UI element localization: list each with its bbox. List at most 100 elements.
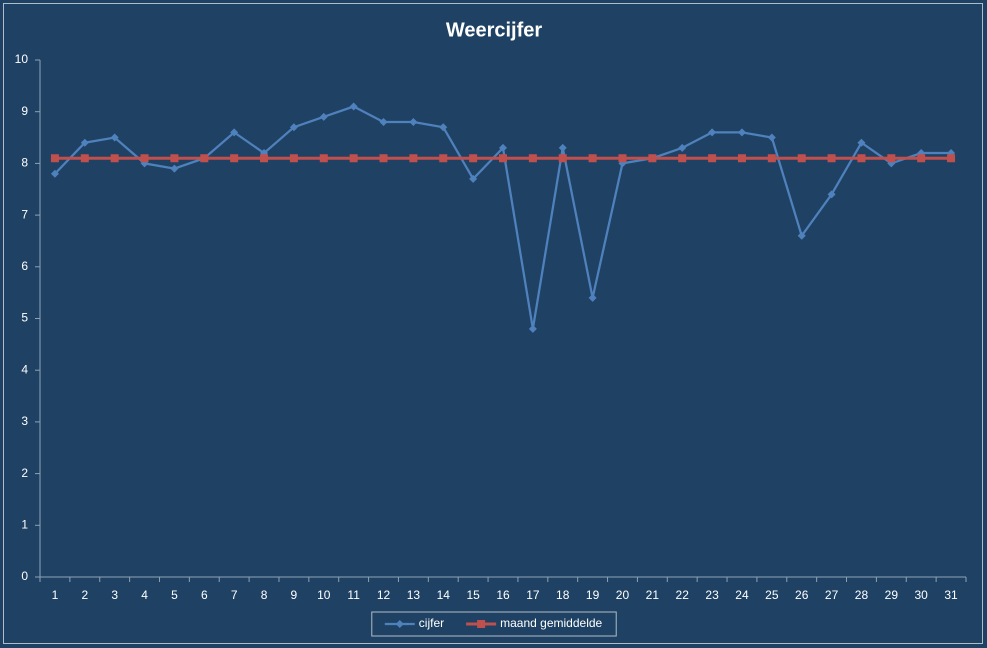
x-tick-label: 7 bbox=[231, 588, 238, 602]
x-tick-label: 30 bbox=[915, 588, 929, 602]
marker bbox=[767, 154, 776, 163]
x-tick-label: 11 bbox=[347, 588, 360, 602]
marker bbox=[379, 118, 388, 127]
x-tick-label: 4 bbox=[141, 588, 148, 602]
x-tick-label: 18 bbox=[556, 588, 570, 602]
y-tick-label: 5 bbox=[21, 311, 28, 325]
marker bbox=[170, 164, 179, 173]
marker bbox=[409, 154, 418, 163]
marker bbox=[477, 620, 486, 628]
x-tick-label: 16 bbox=[496, 588, 510, 602]
y-tick-label: 3 bbox=[21, 414, 28, 428]
marker bbox=[737, 154, 746, 163]
marker bbox=[917, 154, 926, 163]
x-tick-label: 12 bbox=[377, 588, 391, 602]
marker bbox=[200, 154, 209, 163]
marker bbox=[395, 620, 404, 628]
x-tick-label: 27 bbox=[825, 588, 839, 602]
marker bbox=[618, 154, 627, 163]
y-tick-label: 7 bbox=[21, 207, 28, 221]
marker bbox=[588, 293, 597, 302]
marker bbox=[110, 133, 119, 142]
marker bbox=[678, 143, 687, 152]
y-tick-label: 4 bbox=[21, 362, 28, 376]
marker bbox=[50, 154, 59, 163]
x-tick-label: 19 bbox=[586, 588, 600, 602]
marker bbox=[528, 324, 537, 333]
x-tick-label: 15 bbox=[466, 588, 480, 602]
x-tick-label: 31 bbox=[944, 588, 958, 602]
marker bbox=[678, 154, 687, 163]
marker bbox=[827, 190, 836, 199]
marker bbox=[110, 154, 119, 163]
marker bbox=[797, 231, 806, 240]
x-tick-label: 5 bbox=[171, 588, 178, 602]
x-tick-label: 9 bbox=[291, 588, 298, 602]
marker bbox=[379, 154, 388, 163]
marker bbox=[767, 133, 776, 142]
marker bbox=[588, 154, 597, 163]
marker bbox=[947, 154, 956, 163]
x-tick-label: 13 bbox=[407, 588, 421, 602]
y-tick-label: 8 bbox=[21, 156, 28, 170]
marker bbox=[887, 154, 896, 163]
marker bbox=[469, 174, 478, 183]
marker bbox=[319, 154, 328, 163]
x-tick-label: 2 bbox=[81, 588, 88, 602]
x-tick-label: 26 bbox=[795, 588, 809, 602]
marker bbox=[827, 154, 836, 163]
marker bbox=[289, 123, 298, 132]
marker bbox=[140, 154, 149, 163]
y-tick-label: 2 bbox=[21, 466, 28, 480]
marker bbox=[349, 102, 358, 111]
x-tick-label: 8 bbox=[261, 588, 268, 602]
marker bbox=[469, 154, 478, 163]
marker bbox=[558, 143, 567, 152]
x-tick-label: 10 bbox=[317, 588, 331, 602]
x-tick-label: 25 bbox=[765, 588, 779, 602]
chart-title: Weercijfer bbox=[446, 19, 543, 41]
x-tick-label: 17 bbox=[526, 588, 540, 602]
y-tick-label: 6 bbox=[21, 259, 28, 273]
marker bbox=[648, 154, 657, 163]
marker bbox=[230, 154, 239, 163]
x-tick-label: 23 bbox=[705, 588, 719, 602]
marker bbox=[260, 154, 269, 163]
marker bbox=[439, 154, 448, 163]
x-tick-label: 1 bbox=[52, 588, 59, 602]
y-tick-label: 9 bbox=[21, 104, 28, 118]
marker bbox=[409, 118, 418, 127]
marker bbox=[439, 123, 448, 132]
marker bbox=[528, 154, 537, 163]
x-tick-label: 6 bbox=[201, 588, 208, 602]
y-tick-label: 10 bbox=[15, 52, 29, 66]
marker bbox=[170, 154, 179, 163]
marker bbox=[558, 154, 567, 163]
x-tick-label: 21 bbox=[646, 588, 660, 602]
marker bbox=[319, 112, 328, 121]
marker bbox=[857, 138, 866, 147]
legend: cijfer maand gemiddelde bbox=[371, 611, 617, 637]
marker bbox=[80, 154, 89, 163]
marker bbox=[230, 128, 239, 137]
marker bbox=[857, 154, 866, 163]
marker bbox=[50, 169, 59, 178]
marker bbox=[499, 143, 507, 152]
x-tick-label: 24 bbox=[735, 588, 749, 602]
x-tick-label: 29 bbox=[885, 588, 899, 602]
legend-label: maand gemiddelde bbox=[500, 616, 602, 630]
marker bbox=[349, 154, 358, 163]
legend-label: cijfer bbox=[419, 616, 444, 630]
chart-border bbox=[3, 3, 983, 644]
marker bbox=[737, 128, 746, 137]
y-tick-label: 1 bbox=[21, 517, 28, 531]
x-tick-label: 3 bbox=[111, 588, 118, 602]
x-tick-label: 28 bbox=[855, 588, 869, 602]
x-tick-label: 20 bbox=[616, 588, 630, 602]
marker bbox=[708, 128, 717, 137]
x-tick-label: 14 bbox=[437, 588, 451, 602]
marker bbox=[80, 138, 89, 147]
